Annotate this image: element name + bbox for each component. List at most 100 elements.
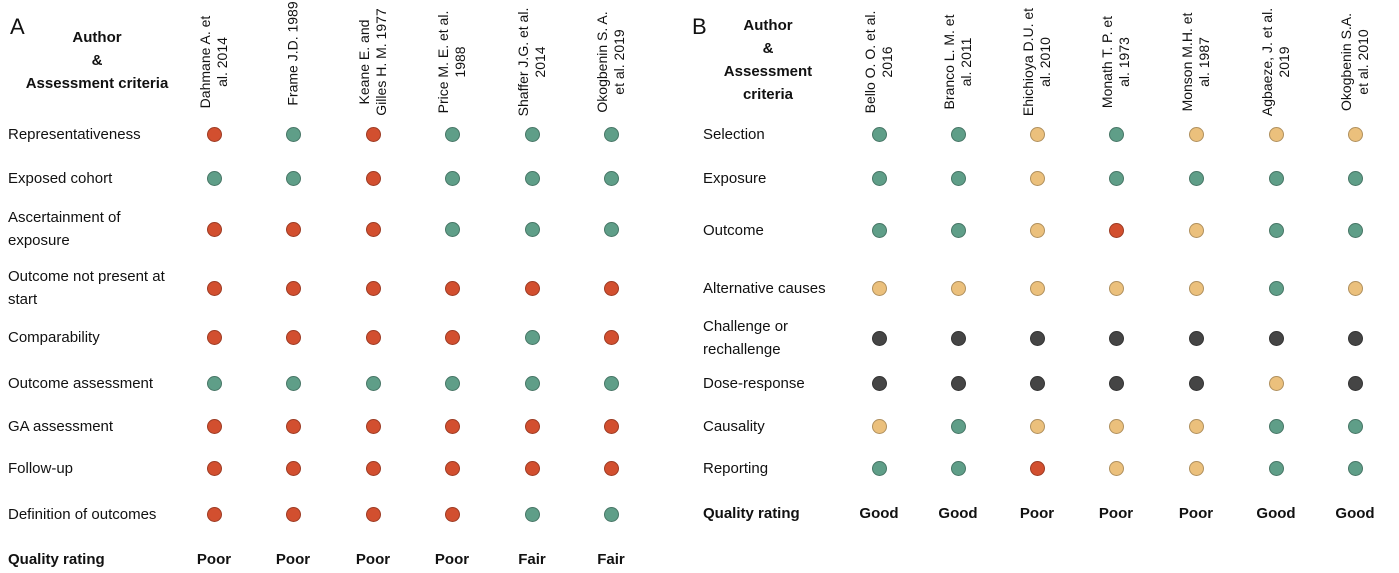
quality-value: Poor	[434, 551, 470, 568]
rating-dot	[1268, 460, 1284, 476]
rating-dot	[1108, 375, 1124, 391]
rating-dot	[524, 221, 540, 237]
criterion-label: Representativeness	[8, 125, 141, 143]
author-label: Bello O. O. et al. 2016	[862, 10, 895, 114]
rating-dot	[1188, 330, 1204, 346]
criterion-label: Dose-response	[703, 374, 805, 392]
panel-label: A	[10, 14, 25, 39]
rating-dot	[285, 375, 301, 391]
rating-dot	[1108, 460, 1124, 476]
rating-dot	[1188, 375, 1204, 391]
rating-dot	[285, 418, 301, 434]
rating-dot	[1029, 375, 1045, 391]
rating-dot	[1347, 418, 1363, 434]
rating-dot	[871, 460, 887, 476]
rating-dot	[444, 221, 460, 237]
criterion-label: Exposure	[703, 169, 767, 187]
author-label: Agbaeze, J. et al. 2019	[1259, 7, 1292, 117]
rating-dot	[871, 126, 887, 142]
header-text: criteria	[742, 86, 794, 103]
criterion-label: Reporting	[703, 459, 769, 477]
author-label: Keane E. and Gilles H. M. 1977	[356, 8, 389, 116]
rating-dot	[365, 375, 381, 391]
rating-dot	[1188, 460, 1204, 476]
rating-dot	[285, 506, 301, 522]
quality-value: Good	[1335, 505, 1375, 522]
rating-dot	[285, 280, 301, 296]
rating-dot	[365, 418, 381, 434]
rating-dot	[1347, 222, 1363, 238]
rating-dot	[1108, 170, 1124, 186]
rating-dot	[1108, 280, 1124, 296]
rating-dot	[1029, 330, 1045, 346]
quality-value: Fair	[597, 551, 625, 568]
rating-dot	[1347, 126, 1363, 142]
rating-dot	[1029, 170, 1045, 186]
quality-value: Poor	[1178, 505, 1214, 522]
rating-dot	[871, 222, 887, 238]
rating-dot	[365, 280, 381, 296]
rating-dot	[206, 170, 222, 186]
rating-dot	[603, 221, 619, 237]
rating-dot	[603, 280, 619, 296]
author-label: Frame J.D. 1989	[284, 1, 301, 106]
quality-value: Fair	[518, 551, 546, 568]
rating-dot	[950, 222, 966, 238]
rating-dot	[444, 375, 460, 391]
criterion-label: GA assessment	[8, 417, 114, 435]
rating-dot	[285, 329, 301, 345]
author-label: Shaffer J.G. et al. 2014	[515, 7, 548, 117]
rating-dot	[1268, 126, 1284, 142]
rating-dot	[206, 460, 222, 476]
rating-dot	[365, 126, 381, 142]
rating-dot	[950, 280, 966, 296]
rating-dot	[444, 418, 460, 434]
panel-label: B	[692, 14, 707, 39]
rating-dot	[444, 170, 460, 186]
rating-dot	[1268, 418, 1284, 434]
author-label: Branco L. M. et al. 2011	[941, 14, 974, 110]
rating-dot	[1188, 126, 1204, 142]
quality-value: Good	[859, 505, 899, 522]
rating-dot	[1268, 170, 1284, 186]
rating-dot	[1108, 330, 1124, 346]
rating-dot	[1268, 330, 1284, 346]
rating-dot	[524, 280, 540, 296]
header-text: Assessment criteria	[25, 75, 169, 92]
rating-dot	[444, 126, 460, 142]
rating-dot	[603, 126, 619, 142]
rating-dot	[524, 126, 540, 142]
rating-dot	[524, 170, 540, 186]
rating-dot	[1029, 280, 1045, 296]
rating-dot	[871, 375, 887, 391]
rating-dot	[1347, 280, 1363, 296]
rating-dot	[871, 170, 887, 186]
rating-dot	[365, 170, 381, 186]
rating-dot	[1108, 222, 1124, 238]
author-label: Okogbenin S. A. et al. 2019	[594, 11, 627, 113]
rating-dot	[524, 375, 540, 391]
rating-dot	[285, 460, 301, 476]
rating-dot	[871, 418, 887, 434]
rating-dot	[1347, 460, 1363, 476]
rating-dot	[285, 170, 301, 186]
rating-dot	[365, 460, 381, 476]
rating-dot	[1268, 280, 1284, 296]
quality-label: Quality rating	[8, 551, 105, 568]
quality-value: Poor	[1098, 505, 1134, 522]
rating-dot	[950, 170, 966, 186]
rating-dot	[1108, 126, 1124, 142]
rating-dot	[950, 330, 966, 346]
rating-dot	[206, 126, 222, 142]
author-label: Monson M.H. et al. 1987	[1179, 12, 1212, 112]
criterion-label: Ascertainment of exposure	[8, 209, 121, 249]
criterion-label: Comparability	[8, 328, 100, 346]
criterion-label: Alternative causes	[703, 279, 826, 297]
rating-dot	[444, 506, 460, 522]
rating-dot	[1268, 222, 1284, 238]
header-text: Assessment	[723, 63, 813, 80]
rating-dot	[603, 460, 619, 476]
rating-dot	[950, 126, 966, 142]
rating-dot	[1188, 170, 1204, 186]
